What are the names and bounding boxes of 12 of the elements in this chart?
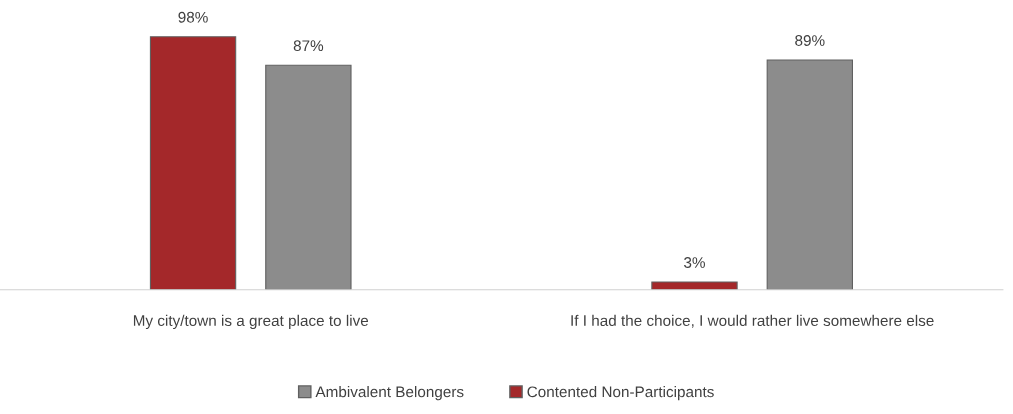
data-label: 98%	[178, 11, 208, 23]
data-label: 3%	[684, 257, 705, 268]
x-tick-label: If I had the choice, I would rather live somewhere else	[571, 314, 934, 328]
data-label: 89%	[795, 35, 825, 46]
bar	[651, 281, 738, 290]
legend-label: Ambivalent Belongers	[315, 386, 464, 401]
bar	[265, 64, 352, 290]
bar	[149, 36, 237, 290]
data-label: 87%	[293, 40, 324, 52]
x-tick-label: My city/town is a great place to live	[133, 314, 369, 330]
legend-label: Contented Non-Participants	[527, 386, 714, 401]
bar	[766, 59, 853, 290]
